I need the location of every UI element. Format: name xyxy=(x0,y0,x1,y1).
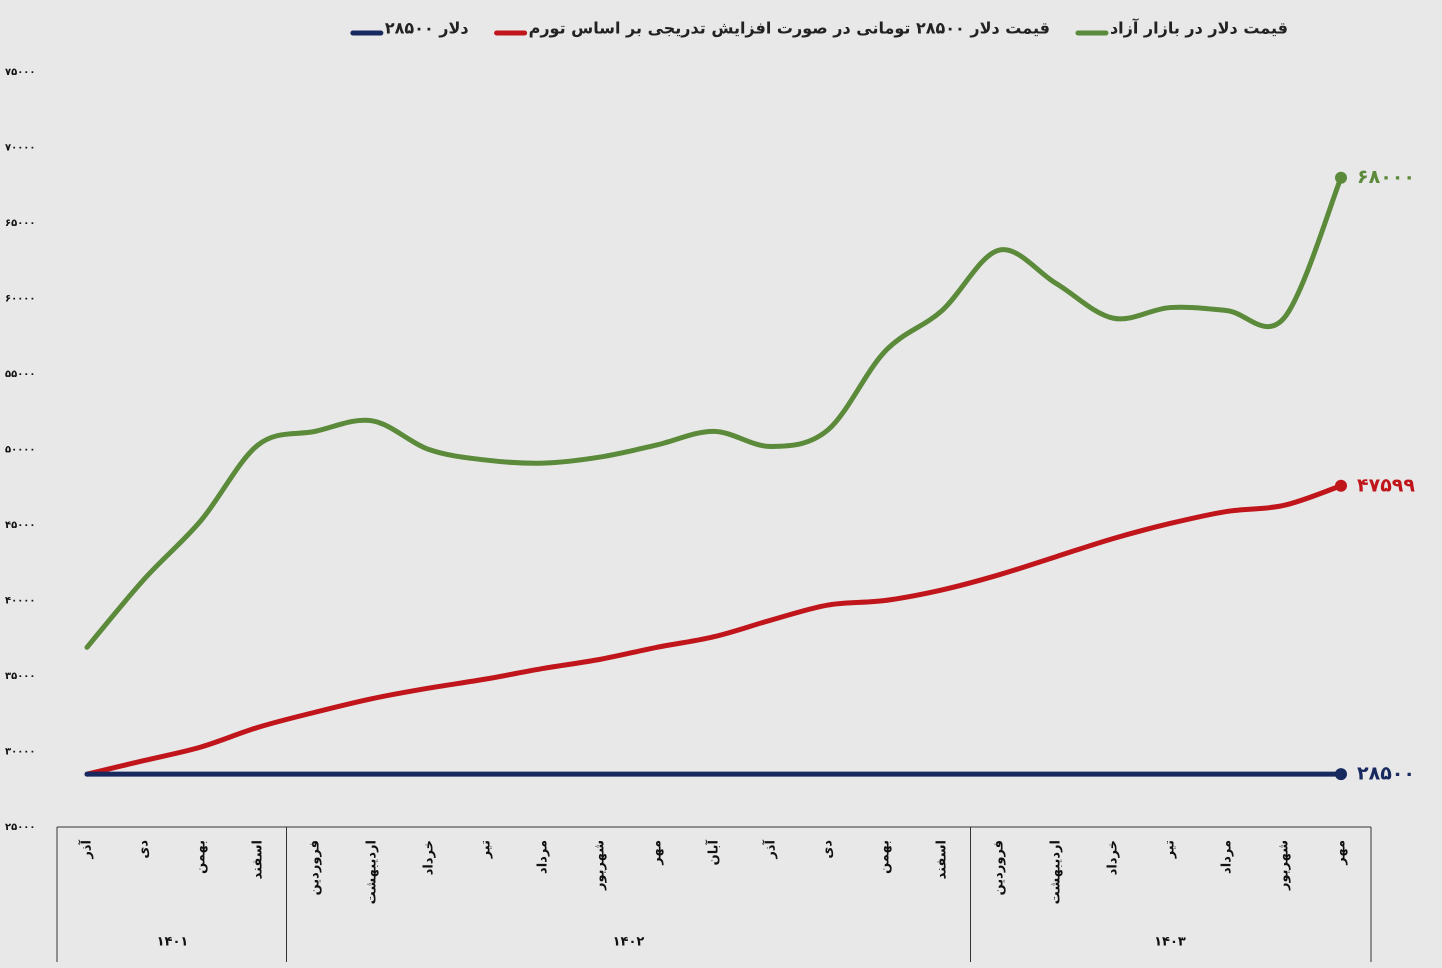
y-tick-label: ۳۵۰۰۰ xyxy=(5,671,36,682)
y-tick-label: ۷۵۰۰۰ xyxy=(5,67,36,78)
y-tick-label: ۳۰۰۰۰ xyxy=(5,747,36,758)
point-marker xyxy=(1335,171,1347,184)
x-tick-label: اسفند xyxy=(935,840,950,879)
x-tick-label: فروردین xyxy=(992,840,1007,895)
x-tick-label: دی xyxy=(137,840,152,859)
point-marker xyxy=(1335,768,1347,781)
y-tick-label: ۶۰۰۰۰ xyxy=(5,294,36,305)
x-tick-label: بهمن xyxy=(194,840,209,874)
x-tick-label: مهر xyxy=(650,840,665,866)
value-label: ۶۸۰۰۰ xyxy=(1357,166,1415,188)
x-tick-label: شهریور xyxy=(593,840,608,891)
point-marker xyxy=(1335,479,1347,492)
x-tick-label: اردیبهشت xyxy=(1049,840,1064,904)
x-tick-label: تیر xyxy=(479,840,494,859)
x-tick-label: مرداد xyxy=(1220,840,1235,874)
y-tick-label: ۴۰۰۰۰ xyxy=(5,596,36,607)
x-tick-label: آبان xyxy=(705,839,722,865)
y-tick-label: ۷۰۰۰۰ xyxy=(5,143,36,154)
x-tick-label: دی xyxy=(821,840,836,859)
x-tick-label: آذر xyxy=(762,839,779,859)
x-tick-label: خرداد xyxy=(1106,840,1121,875)
x-tick-label: اردیبهشت xyxy=(365,840,380,904)
series-line xyxy=(84,175,1344,650)
legend-label: قیمت دلار در بازار آزاد xyxy=(1110,18,1288,38)
x-tick-label: اسفند xyxy=(251,840,266,879)
x-tick-label: مهر xyxy=(1334,840,1349,866)
x-tick-label: خرداد xyxy=(422,840,437,875)
group-label: ۱۴۰۱ xyxy=(157,935,189,950)
x-tick-label: تیر xyxy=(1163,840,1178,859)
y-tick-label: ۵۰۰۰۰ xyxy=(5,445,36,456)
value-label: ۲۸۵۰۰ xyxy=(1357,763,1415,785)
y-tick-label: ۴۵۰۰۰ xyxy=(5,520,36,531)
value-label: ۴۷۵۹۹ xyxy=(1357,474,1415,496)
x-tick-label: مرداد xyxy=(536,840,551,874)
y-tick-label: ۵۵۰۰۰ xyxy=(5,369,36,380)
y-tick-label: ۶۵۰۰۰ xyxy=(5,218,36,229)
x-tick-label: آذر xyxy=(78,839,95,859)
series-line xyxy=(84,483,1344,777)
legend-label: دلار ۲۸۵۰۰ xyxy=(385,19,469,38)
x-tick-label: بهمن xyxy=(878,840,893,874)
y-tick-label: ۲۵۰۰۰ xyxy=(5,822,36,833)
legend-label: قیمت دلار ۲۸۵۰۰ تومانی در صورت افزایش تد… xyxy=(529,19,1050,38)
group-label: ۱۴۰۲ xyxy=(613,935,645,950)
x-tick-label: فروردین xyxy=(308,840,323,895)
x-tick-label: شهریور xyxy=(1277,840,1292,891)
group-label: ۱۴۰۳ xyxy=(1154,935,1186,950)
